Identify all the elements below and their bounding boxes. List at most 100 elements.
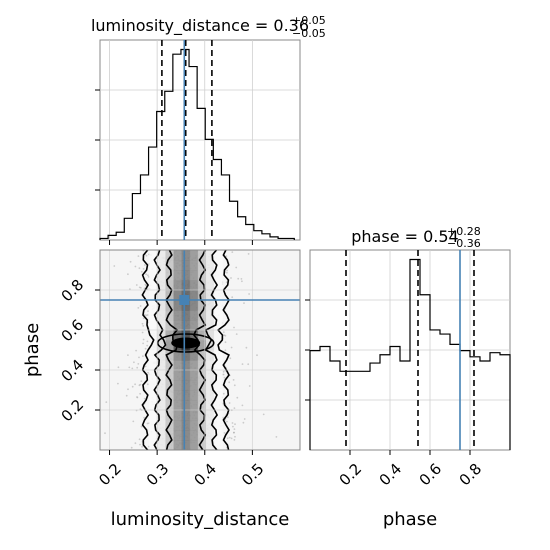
density-cell	[214, 440, 223, 450]
scatter-point	[134, 442, 137, 445]
scatter-point	[117, 366, 120, 369]
contour-line	[141, 250, 155, 450]
density-cell	[189, 320, 199, 331]
scatter-point	[147, 274, 149, 277]
density-cell	[181, 440, 191, 450]
scatter-point	[144, 347, 147, 350]
scatter-point	[142, 355, 144, 357]
scatter-point	[140, 287, 142, 289]
contour-line	[165, 250, 179, 450]
density-cell	[181, 360, 191, 371]
density-cell	[157, 340, 166, 351]
density-cell	[165, 350, 175, 361]
density-cell	[205, 350, 215, 361]
scatter-point	[223, 432, 226, 434]
scatter-point	[138, 267, 141, 270]
density-cell	[173, 390, 183, 401]
density-cell	[165, 390, 175, 401]
density-cell	[173, 380, 183, 391]
scatter-point	[144, 264, 146, 266]
density-cell	[157, 330, 166, 341]
contour-ellipse	[156, 333, 215, 353]
density-cell	[149, 410, 158, 421]
hist2-quantile-lines	[345, 250, 475, 450]
x-tick-label: 0.2	[336, 460, 366, 490]
density-cell	[157, 440, 166, 450]
density-cell	[205, 400, 215, 411]
scatter-point	[142, 325, 145, 327]
scatter-point	[143, 313, 146, 316]
density-cell	[189, 430, 199, 441]
scatter-point	[233, 431, 235, 434]
hist2-title: phase = 0.54	[351, 227, 458, 246]
density-cell	[214, 300, 223, 311]
density-cell	[205, 320, 215, 331]
density-cell	[189, 380, 199, 391]
hist2-xticks: 0.2 0.4 0.6 0.8	[336, 450, 485, 490]
density-cell	[149, 360, 158, 371]
scatter-point	[232, 425, 234, 428]
density-cell	[173, 320, 183, 331]
density-cell	[197, 430, 207, 441]
density-cell	[205, 280, 215, 291]
scatter-point	[117, 382, 119, 385]
density-cell	[149, 300, 158, 311]
x-axis-label-phase: phase	[383, 509, 437, 530]
density-cell	[197, 360, 207, 371]
density-cell	[173, 420, 183, 431]
density-cell	[157, 300, 166, 311]
density-cell	[173, 290, 183, 301]
density-cell	[205, 360, 215, 371]
density-cell	[214, 330, 223, 341]
y-tick-label: 0.8	[58, 276, 88, 306]
scatter-point	[235, 266, 238, 269]
density-cell	[189, 410, 199, 421]
density-cell	[157, 370, 166, 381]
density-cell	[214, 400, 223, 411]
density-cell	[214, 430, 223, 441]
scatter-point	[134, 265, 137, 268]
density-cell	[149, 340, 158, 351]
scatter-point	[226, 269, 229, 272]
density-cell	[165, 440, 175, 450]
density-cell	[205, 290, 215, 301]
scatter-point	[141, 331, 144, 334]
hist2-grid	[305, 250, 510, 450]
density-cell	[173, 300, 183, 311]
scatter-point	[141, 322, 144, 325]
hist1-grid	[95, 40, 300, 245]
scatter-point	[226, 271, 228, 274]
scatter-point	[230, 346, 233, 349]
density-cell	[205, 340, 215, 351]
density-cell	[157, 350, 166, 361]
scatter-point	[233, 431, 235, 434]
scatter-point	[147, 310, 149, 312]
scatter-point	[146, 344, 149, 347]
scatter-point	[245, 346, 248, 349]
scatter-point	[230, 277, 232, 279]
density-cell	[181, 330, 191, 341]
scatter-point	[143, 416, 146, 419]
scatter-point	[104, 432, 106, 435]
density-cell	[205, 330, 215, 341]
density-cell	[189, 250, 199, 261]
density-cell	[189, 370, 199, 381]
density-cell	[149, 430, 158, 441]
hist1-title-main: luminosity_distance = 0.36	[91, 16, 309, 36]
scatter-point	[224, 341, 227, 344]
density-cell	[173, 260, 183, 271]
scatter-point	[132, 420, 135, 423]
density-cell	[205, 440, 215, 450]
scatter-point	[247, 253, 250, 255]
scatter-point	[131, 385, 134, 388]
density-cell	[173, 400, 183, 411]
scatter-point	[141, 445, 144, 448]
scatter-point	[134, 383, 137, 386]
hist2-bars	[309, 258, 511, 450]
corner-2d-yticks: 0.2 0.4 0.6 0.8	[58, 276, 100, 425]
density-cell	[197, 300, 207, 311]
scatter-point	[146, 422, 149, 425]
density-cell	[205, 270, 215, 281]
density-cell	[181, 320, 191, 331]
density-cell	[157, 280, 166, 291]
